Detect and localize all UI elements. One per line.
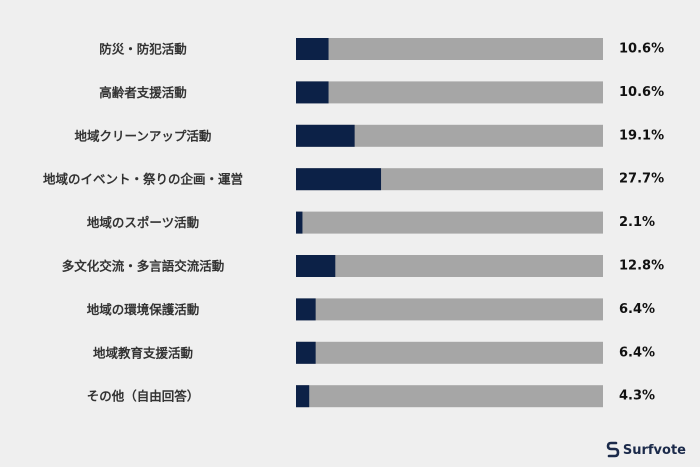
category-label: その他（自由回答）	[87, 389, 200, 404]
category-label: 防災・防犯活動	[99, 42, 187, 57]
bar	[296, 124, 355, 147]
bar	[296, 298, 316, 321]
bar	[296, 38, 329, 60]
value-label: 4.3%	[619, 389, 655, 404]
value-label: 10.6%	[619, 85, 664, 100]
category-label: 地域のイベント・祭りの企画・運営	[43, 172, 243, 187]
category-label: 多文化交流・多言語交流活動	[62, 259, 225, 274]
bar-track	[296, 81, 603, 104]
bar	[296, 211, 303, 234]
surfvote-logo-icon	[606, 441, 620, 458]
value-label: 6.4%	[619, 302, 655, 317]
bar	[296, 341, 316, 364]
bar-track	[296, 211, 603, 234]
value-label: 2.1%	[619, 215, 655, 230]
bar	[296, 168, 382, 191]
bar	[296, 385, 310, 408]
category-label: 高齢者支援活動	[99, 85, 187, 100]
value-label: 19.1%	[619, 128, 664, 143]
category-label: 地域のスポーツ活動	[87, 215, 199, 230]
bar-track	[296, 341, 603, 364]
bar-track	[296, 38, 603, 60]
bar	[296, 255, 336, 277]
surfvote-logo: Surfvote	[606, 441, 686, 459]
value-label: 27.7%	[619, 172, 664, 187]
bar-track	[296, 298, 603, 321]
value-label: 6.4%	[619, 345, 655, 360]
value-label: 10.6%	[619, 42, 664, 57]
brand-name: Surfvote	[622, 442, 686, 458]
category-label: 地域の環境保護活動	[87, 302, 200, 317]
value-label: 12.8%	[619, 259, 664, 274]
bar-track	[296, 124, 603, 147]
category-label: 地域クリーンアップ活動	[75, 128, 212, 143]
category-label: 地域教育支援活動	[93, 345, 193, 360]
bar-track	[296, 385, 603, 408]
bar	[296, 81, 329, 104]
bar-track	[296, 255, 603, 277]
